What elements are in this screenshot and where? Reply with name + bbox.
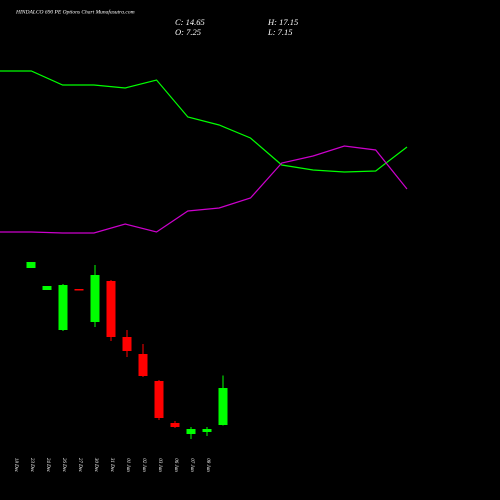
candle-body [138, 354, 148, 376]
candle-body [26, 262, 36, 268]
ohlc-label: H: 17.15 [267, 17, 298, 27]
indicator-line [0, 70, 408, 173]
candle-body [42, 286, 52, 290]
x-tick-label: 06 Jan [173, 458, 178, 472]
indicator-line [0, 145, 408, 234]
candle-body [186, 429, 196, 434]
candle-body [58, 285, 68, 330]
x-tick-label: 31 Dec [109, 458, 114, 473]
x-tick-label: 08 Jan [205, 458, 210, 472]
x-tick-label: 07 Jan [189, 458, 194, 472]
candle-body [170, 423, 180, 427]
candle-body [218, 388, 228, 425]
x-tick-label: 24 Dec [45, 458, 50, 473]
x-tick-label: 23 Dec [29, 458, 34, 473]
chart-title: HINDALCO 690 PE Options Chart Munafasutr… [15, 8, 135, 15]
x-tick-label: 01 Jan [125, 458, 130, 472]
ohlc-label: O: 7.25 [175, 27, 201, 37]
candle-body [106, 281, 116, 337]
candle-body [202, 429, 212, 432]
x-tick-label: 18 Dec [13, 458, 18, 473]
ohlc-label: C: 14.65 [175, 17, 205, 27]
candle-body [74, 289, 84, 291]
x-tick-label: 02 Jan [141, 458, 146, 472]
x-tick-label: 03 Jan [157, 458, 162, 472]
x-tick-label: 27 Dec [77, 458, 82, 473]
x-tick-label: 26 Dec [61, 458, 66, 473]
candle-body [154, 381, 164, 418]
candle-body [122, 337, 132, 351]
ohlc-label: L: 7.15 [267, 27, 293, 37]
candle-body [90, 275, 100, 322]
x-tick-label: 30 Dec [93, 458, 98, 473]
